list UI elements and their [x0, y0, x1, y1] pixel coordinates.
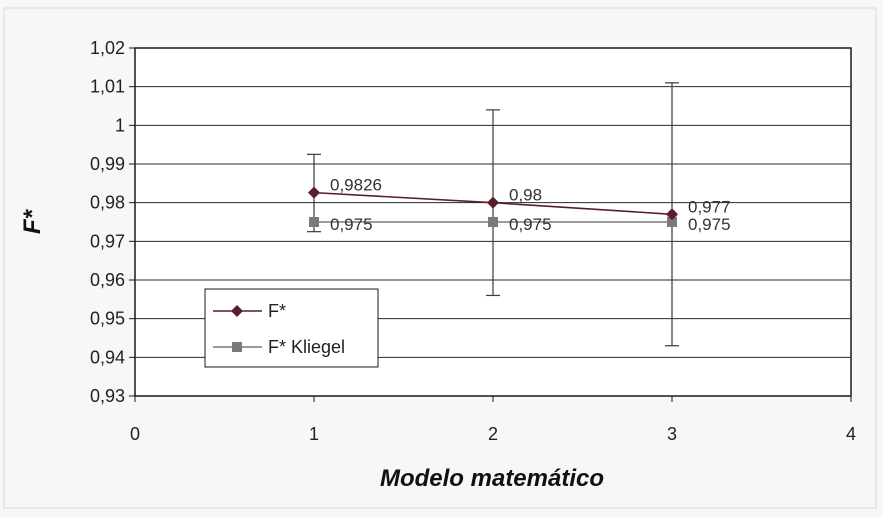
x-tick-label: 2	[488, 424, 498, 444]
legend-label: F* Kliegel	[268, 337, 345, 357]
data-point	[488, 217, 498, 227]
y-tick-label: 0,99	[90, 154, 125, 174]
data-label: 0,977	[688, 197, 731, 216]
data-label: 0,9826	[330, 176, 382, 195]
data-label: 0,975	[688, 215, 731, 234]
y-tick-label: 0,94	[90, 347, 125, 367]
y-tick-label: 0,96	[90, 270, 125, 290]
y-tick-label: 0,97	[90, 231, 125, 251]
y-tick-label: 0,98	[90, 193, 125, 213]
y-tick-label: 0,95	[90, 309, 125, 329]
y-tick-label: 1,01	[90, 77, 125, 97]
data-label: 0,975	[509, 215, 552, 234]
legend-marker	[232, 342, 242, 352]
y-tick-label: 1	[115, 115, 125, 135]
x-tick-label: 4	[846, 424, 856, 444]
x-tick-label: 3	[667, 424, 677, 444]
y-tick-label: 1,02	[90, 38, 125, 58]
legend-box	[204, 288, 379, 368]
data-label: 0,98	[509, 186, 542, 205]
x-axis-title: Modelo matemático	[380, 465, 604, 492]
y-tick-label: 0,93	[90, 386, 125, 406]
legend-marker	[231, 305, 243, 317]
data-point	[308, 186, 320, 199]
y-axis-ticks: 0,93 0,94 0,95 0,96 0,97 0,98 0,99 1 1,01 1,02	[90, 38, 135, 406]
data-point	[487, 196, 499, 209]
series-group	[308, 186, 678, 227]
legend-label: F*	[268, 301, 286, 321]
x-axis-ticks: 0 1 2 3 4	[130, 396, 856, 444]
data-point	[309, 217, 319, 227]
data-point	[666, 208, 678, 221]
y-axis-title: F*	[19, 208, 46, 234]
x-tick-label: 1	[309, 424, 319, 444]
data-point	[667, 217, 677, 227]
legend: F* F* Kliegel	[204, 288, 379, 368]
data-labels: 0,975 0,975 0,975 0,9826 0,98 0,977	[330, 176, 731, 234]
data-label: 0,975	[330, 215, 373, 234]
x-tick-label: 0	[130, 424, 140, 444]
